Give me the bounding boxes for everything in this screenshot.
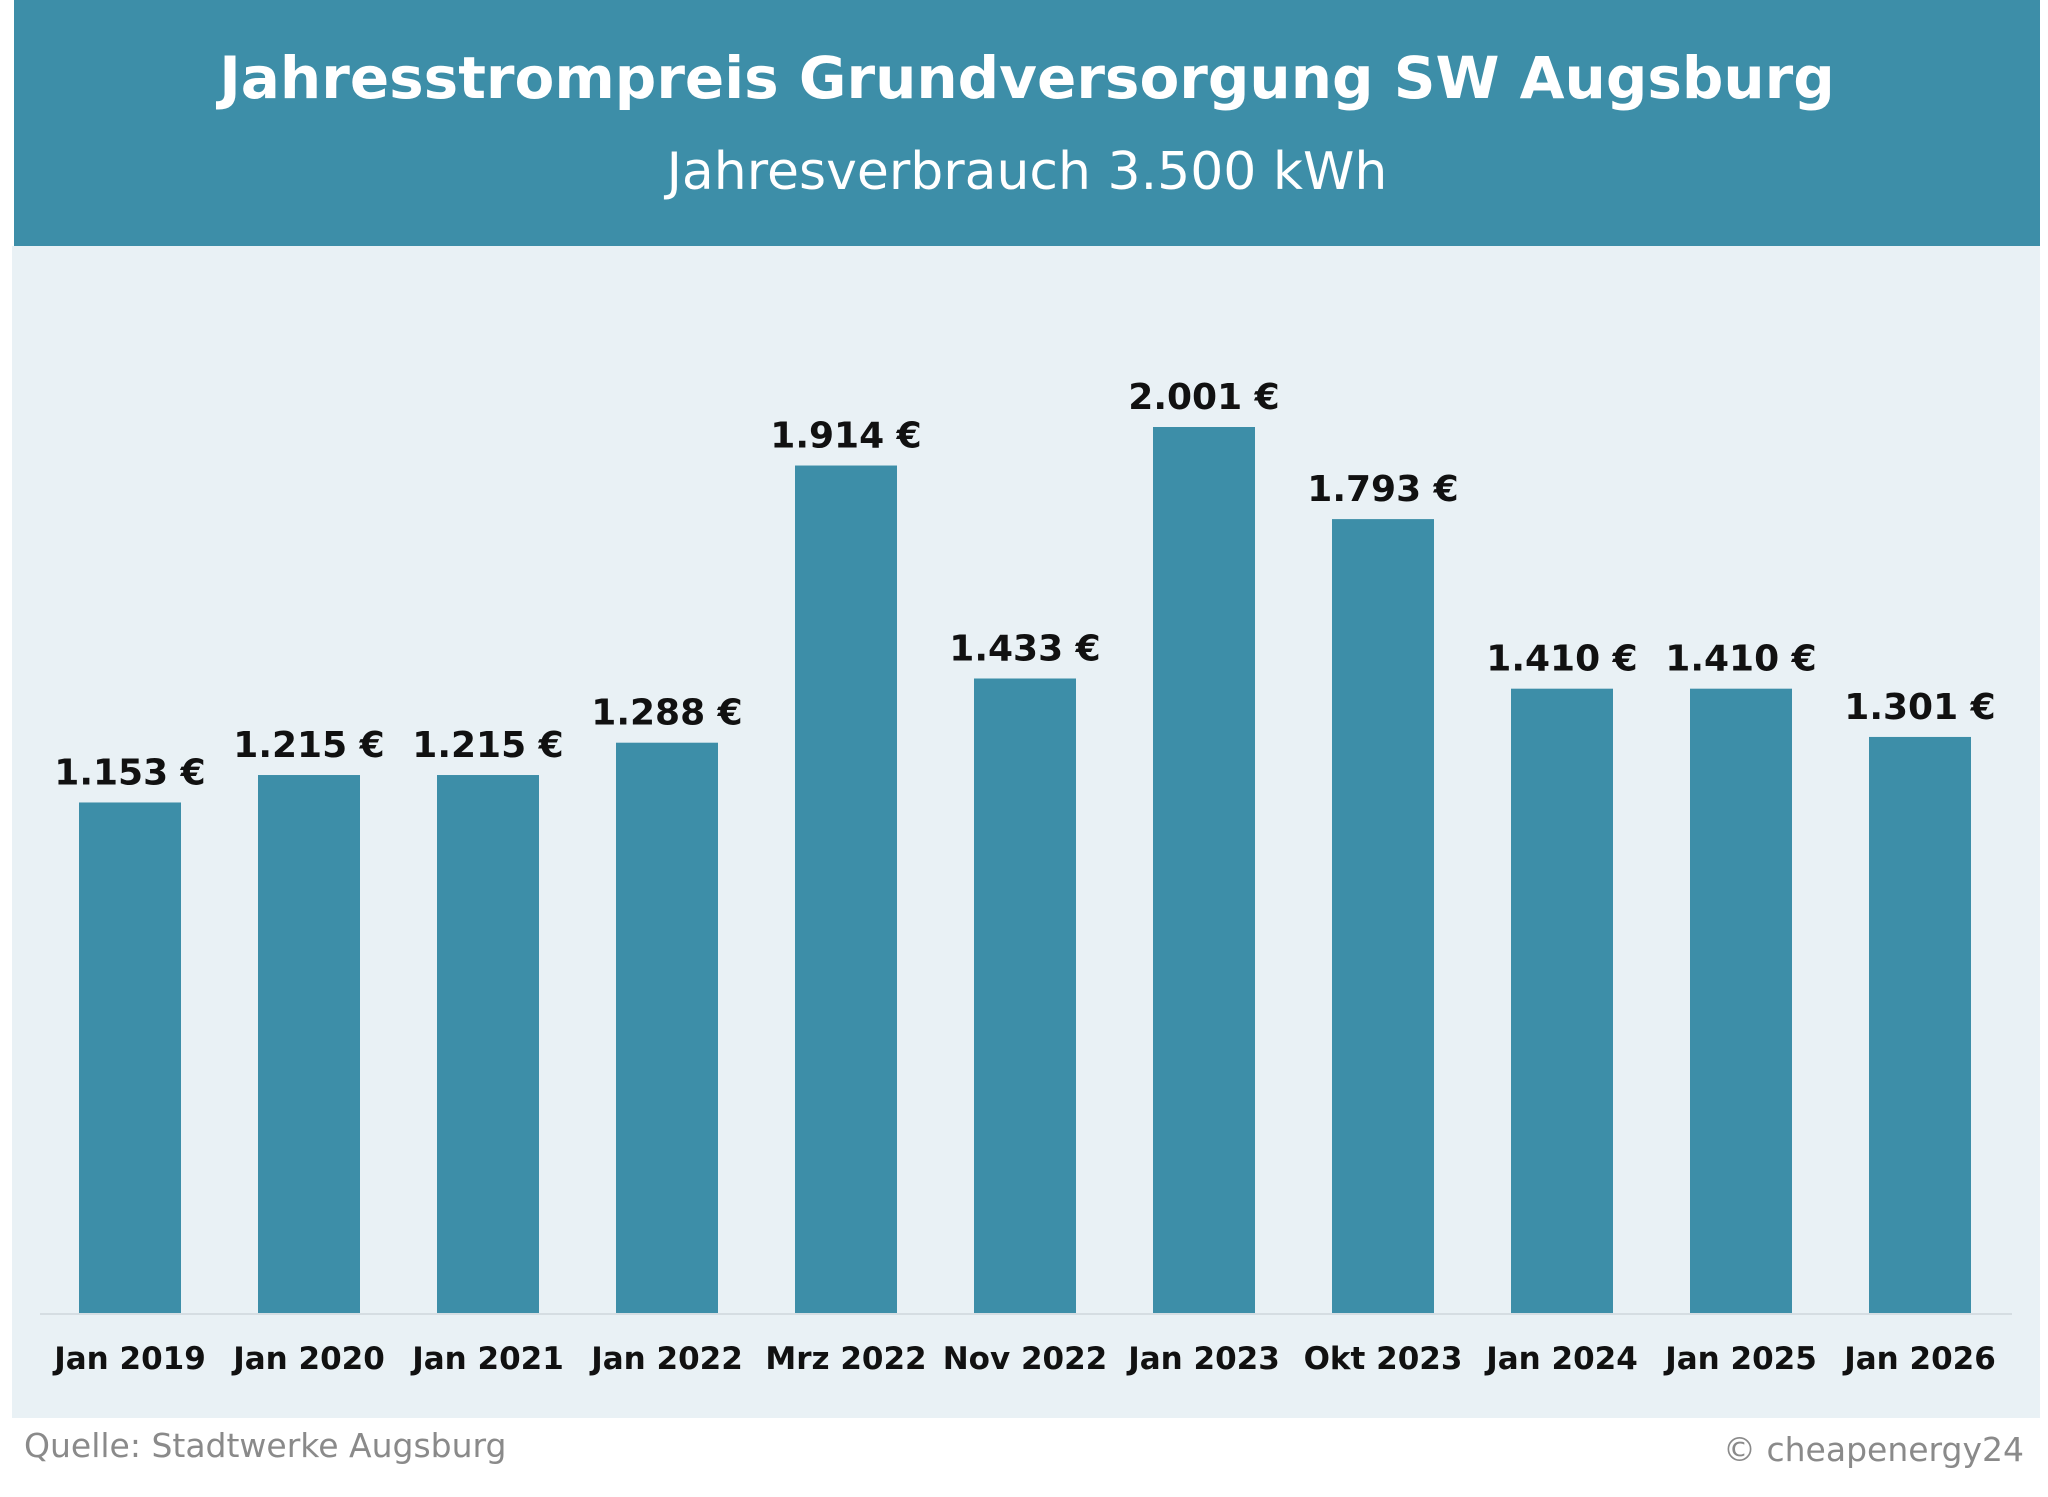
x-tick-label-9: Jan 2025 [1663,1341,1817,1377]
bar-0 [79,802,181,1313]
data-label-0: 1.153 € [54,752,205,793]
x-tick-label-5: Nov 2022 [943,1341,1108,1377]
data-label-6: 2.001 € [1128,377,1279,418]
bar-9 [1690,688,1792,1313]
bar-1 [258,775,360,1313]
chart-title: Jahresstrompreis Grundversorgung SW Augs… [219,44,1835,112]
bar-6 [1153,427,1255,1313]
bar-chart: 1.153 € Jan 2019 1.215 € Jan 2020 1.215 € Jan… [40,377,2012,1377]
x-tick-label-3: Jan 2022 [589,1341,743,1377]
x-tick-label-10: Jan 2026 [1842,1341,1996,1377]
copyright-note: © cheapenergy24 [1723,1430,2024,1469]
chart-header: Jahresstrompreis Grundversorgung SW Augs… [14,0,2040,246]
bar-8 [1511,688,1613,1313]
data-label-2: 1.215 € [412,725,563,766]
bar-7 [1332,519,1434,1313]
data-label-3: 1.288 € [591,693,742,734]
bar-5 [974,678,1076,1313]
chart-subtitle: Jahresverbrauch 3.500 kWh [666,142,1388,202]
bar-3 [616,742,718,1313]
data-label-1: 1.215 € [233,725,384,766]
x-tick-label-4: Mrz 2022 [765,1341,926,1377]
data-label-8: 1.410 € [1486,639,1637,680]
x-tick-label-0: Jan 2019 [52,1341,206,1377]
x-tick-label-7: Okt 2023 [1304,1341,1463,1377]
x-tick-label-8: Jan 2024 [1484,1341,1638,1377]
data-label-9: 1.410 € [1665,639,1816,680]
x-tick-label-1: Jan 2020 [231,1341,385,1377]
data-label-4: 1.914 € [770,416,921,457]
bar-2 [437,775,539,1313]
source-note: Quelle: Stadtwerke Augsburg [24,1426,507,1465]
data-label-10: 1.301 € [1844,687,1995,728]
bar-4 [795,465,897,1313]
bar-10 [1869,736,1971,1313]
data-label-5: 1.433 € [949,628,1100,669]
x-tick-label-2: Jan 2021 [410,1341,564,1377]
data-label-7: 1.793 € [1307,469,1458,510]
x-tick-label-6: Jan 2023 [1126,1341,1280,1377]
